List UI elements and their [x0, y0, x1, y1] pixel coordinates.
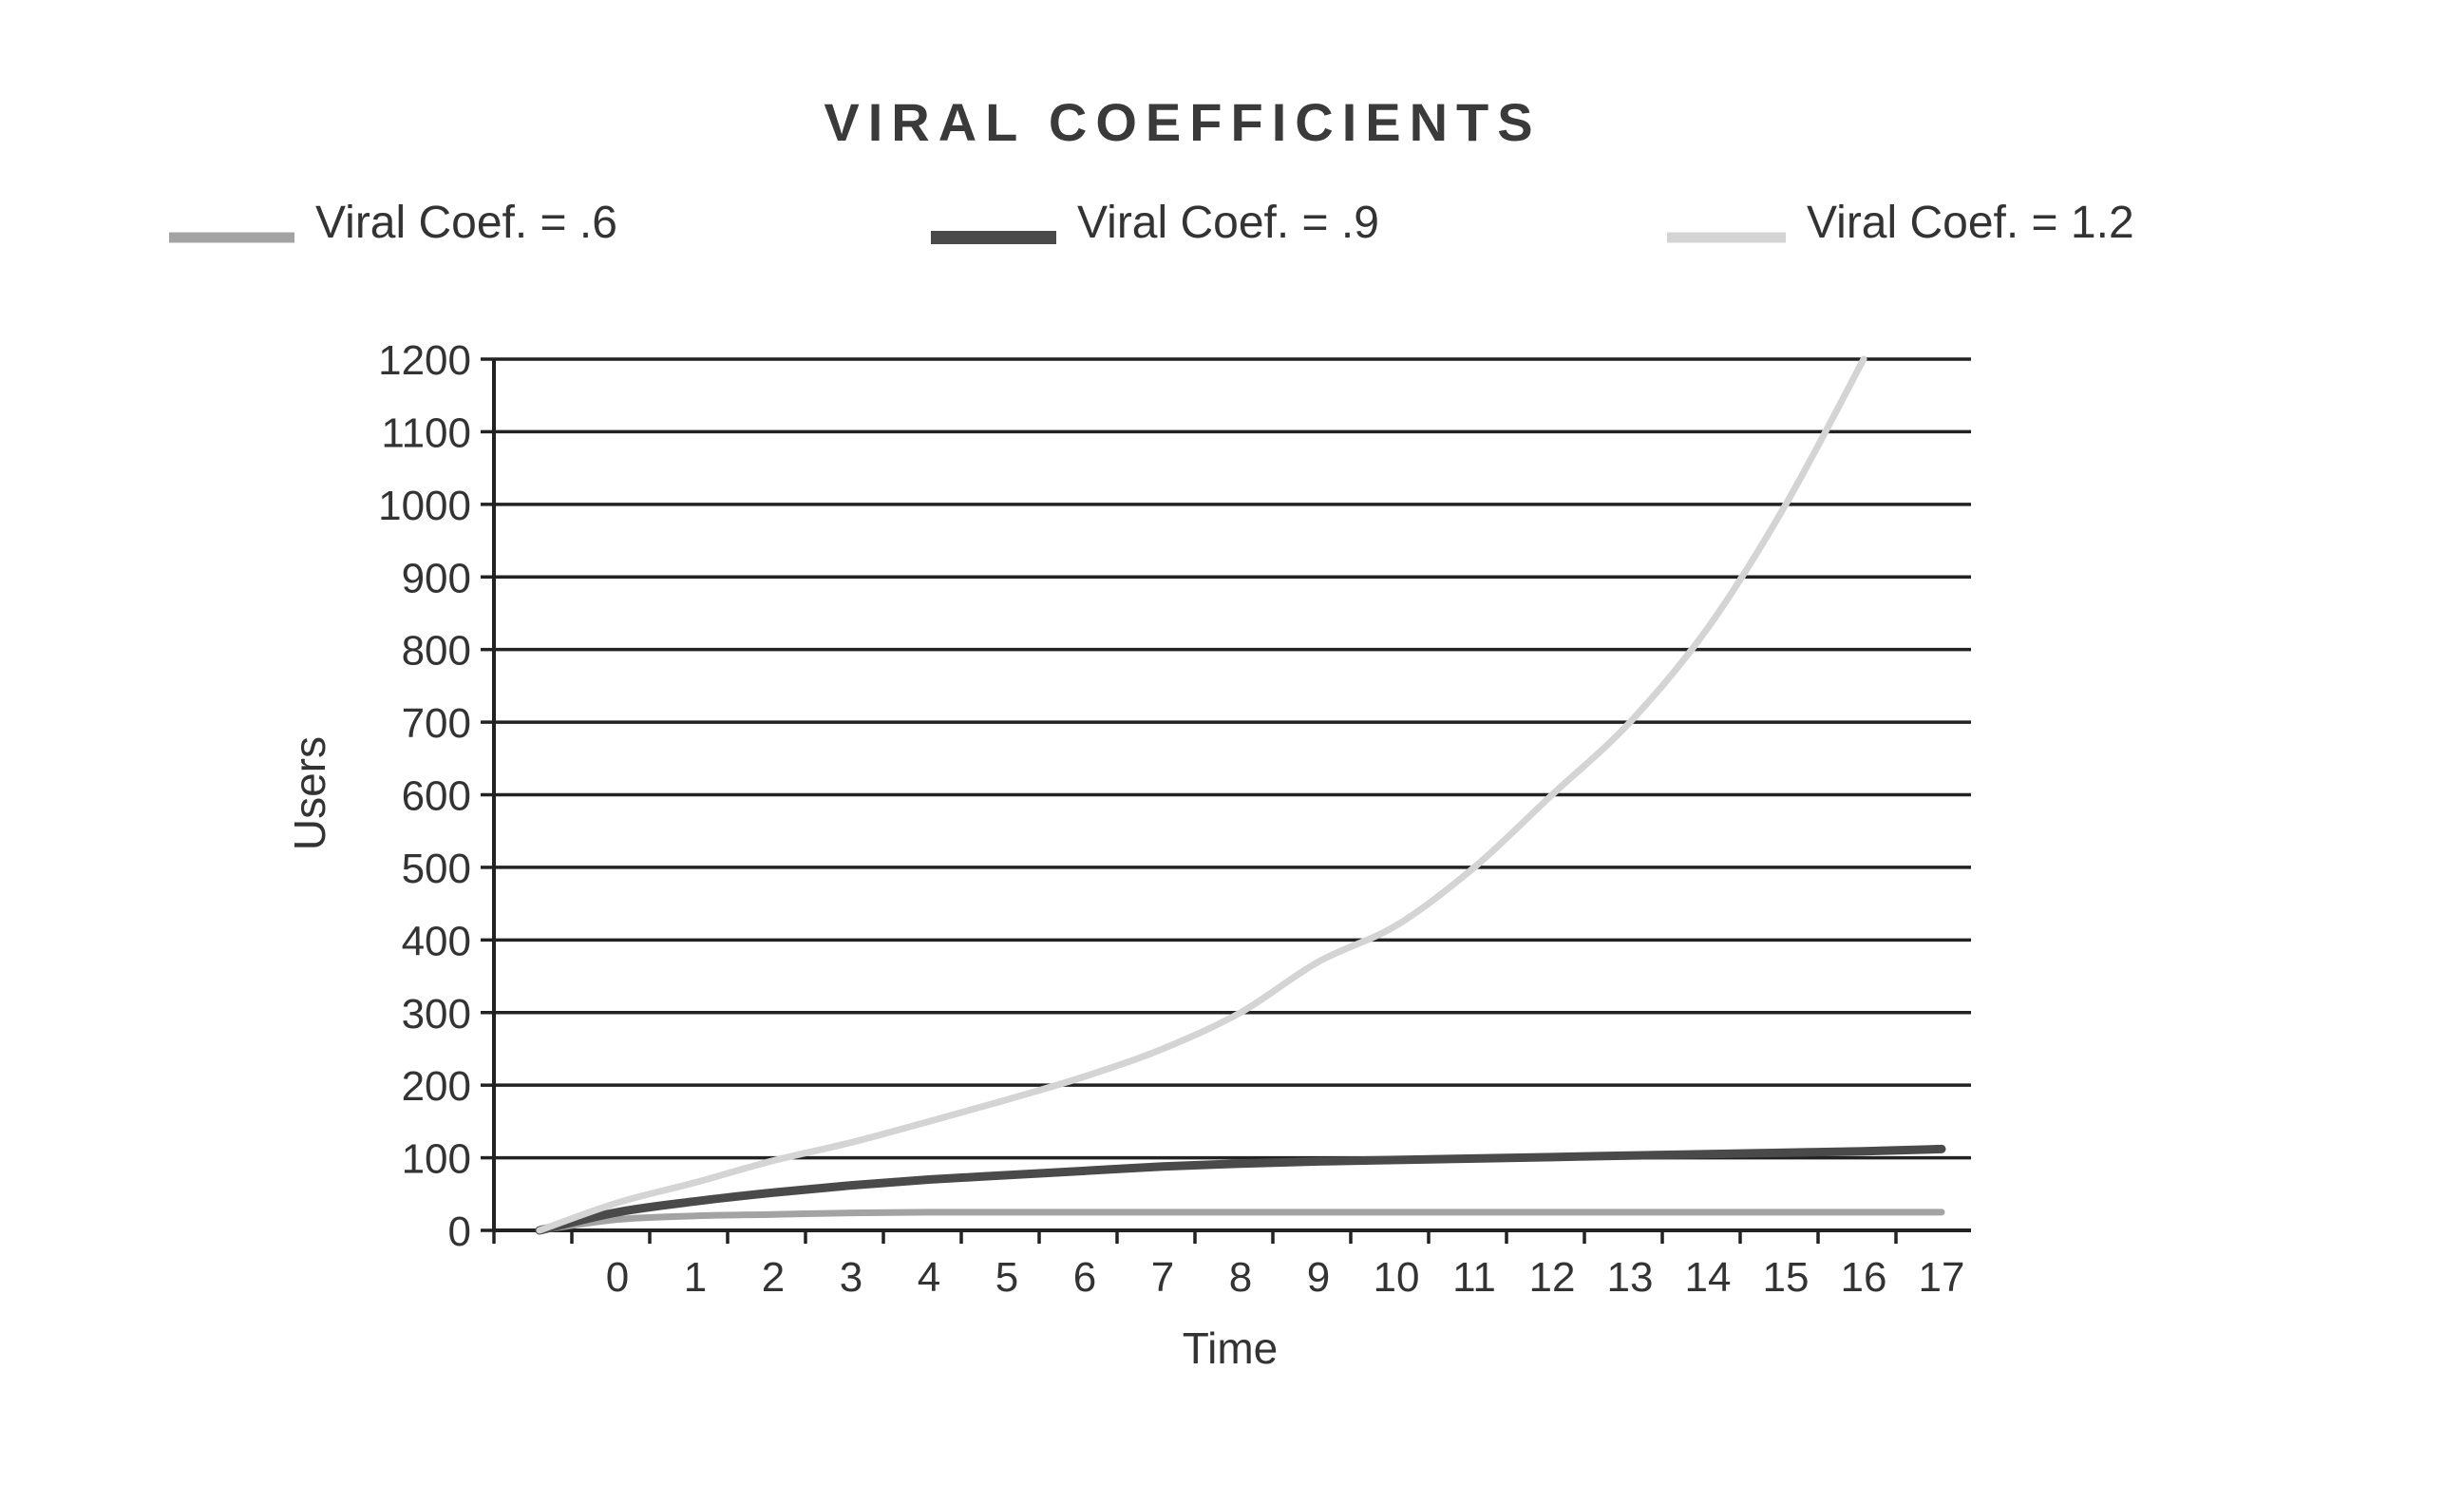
y-tick-label: 300: [402, 991, 471, 1038]
y-tick-label: 200: [402, 1063, 471, 1110]
legend-label: Viral Coef. = 1.2: [1807, 198, 2134, 248]
y-tick-label: 1000: [378, 483, 471, 529]
series-lines: [535, 355, 1946, 1235]
x-tick-label: 9: [1307, 1254, 1330, 1301]
legend-item-2: Viral Coef. = .9: [931, 198, 1379, 248]
legend-item-3: Viral Coef. = 1.2: [1667, 198, 2134, 248]
legend: Viral Coef. = .6 Viral Coef. = .9 Viral Co…: [169, 198, 2134, 248]
x-tick-label: 2: [762, 1254, 785, 1301]
series-line-3: [536, 355, 1867, 1234]
x-tick-label: 1: [684, 1254, 707, 1301]
grid-lines: [494, 357, 1971, 1160]
y-tick-label: 100: [402, 1136, 471, 1183]
y-tick-label: 400: [402, 918, 471, 964]
legend-label: Viral Coef. = .9: [1077, 198, 1379, 248]
x-tick-label: 13: [1607, 1254, 1654, 1301]
y-tick-label: 800: [402, 628, 471, 675]
chart-title: VIRAL COEFFICIENTS: [824, 92, 1541, 152]
y-tick-label: 500: [402, 846, 471, 892]
legend-label: Viral Coef. = .6: [315, 198, 617, 248]
x-tick-label: 11: [1452, 1254, 1496, 1301]
series-line-1: [536, 1209, 1945, 1234]
x-tick-label: 5: [995, 1254, 1018, 1301]
x-tick-label: 0: [606, 1254, 629, 1301]
x-tick-label: 7: [1151, 1254, 1174, 1301]
axes: [481, 357, 1971, 1244]
legend-item-1: Viral Coef. = .6: [169, 198, 617, 248]
x-tick-labels: 0 1 2 3 4 5 6 7 8 9 10 11 12 13 14 15 16 17: [606, 1254, 1965, 1301]
y-tick-label: 900: [402, 555, 471, 601]
y-tick-label: 700: [402, 700, 471, 747]
x-tick-label: 15: [1763, 1254, 1810, 1301]
y-tick-labels: 0 100 200 300 400 500 600 700 800 900 1000 1100 1200: [378, 337, 471, 1255]
x-tick-label: 8: [1229, 1254, 1252, 1301]
x-tick-label: 17: [1919, 1254, 1965, 1301]
x-tick-label: 6: [1073, 1254, 1096, 1301]
x-tick-label: 12: [1529, 1254, 1576, 1301]
y-tick-label: 600: [402, 773, 471, 820]
y-axis-label: Users: [285, 736, 334, 850]
x-tick-label: 16: [1841, 1254, 1887, 1301]
y-tick-label: 1200: [378, 337, 471, 384]
series-line-2: [535, 1144, 1946, 1235]
x-tick-label: 4: [918, 1254, 940, 1301]
x-tick-label: 3: [840, 1254, 862, 1301]
x-tick-label: 10: [1374, 1254, 1420, 1301]
y-tick-label: 1100: [381, 409, 471, 456]
y-tick-label: 0: [448, 1209, 471, 1255]
x-axis-label: Time: [1183, 1323, 1279, 1373]
x-tick-label: 14: [1685, 1254, 1732, 1301]
